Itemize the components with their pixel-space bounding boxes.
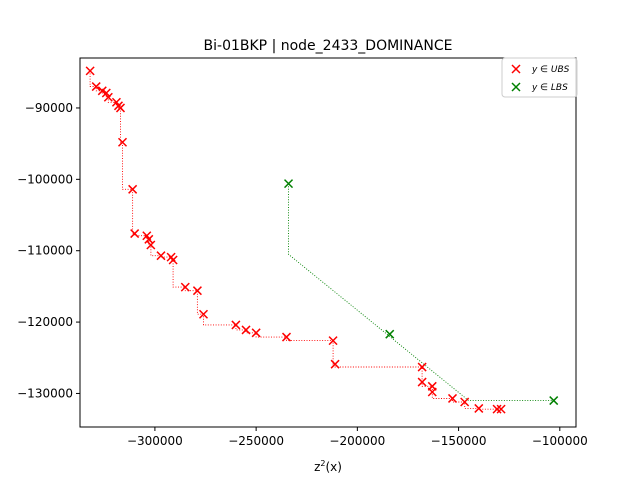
series-0-point-32	[474, 403, 484, 413]
series-0-point-31	[460, 397, 470, 407]
plot-area: −300000 −250000 −200000 −150000 −100000 −9000…	[17, 57, 588, 448]
series-0-point-16-stroke-b	[168, 255, 178, 265]
series-0-point-5-stroke-b	[111, 97, 121, 107]
series-0-point-4	[103, 92, 113, 102]
series-0-point-34	[496, 404, 506, 414]
series-0-point-13	[146, 240, 156, 250]
series-0-point-3-stroke-b	[101, 88, 111, 98]
x-tick-label: −150000	[431, 434, 487, 448]
series-0-point-30	[447, 393, 458, 403]
legend-marker-0-stroke-b	[511, 64, 521, 74]
series-0-point-29	[427, 387, 437, 397]
series-0-point-19-stroke-b	[198, 309, 209, 319]
series-0-point-24	[328, 336, 338, 346]
x-tick-label: −250000	[228, 434, 284, 448]
series-0-point-18	[192, 286, 202, 296]
axes-frame	[79, 57, 577, 428]
series-0-point-19	[198, 309, 209, 319]
series-0-point-16	[168, 255, 178, 265]
chart-title: Bi-01BKP | node_2433_DOMINANCE	[204, 38, 453, 54]
series-0-point-34-stroke-b	[496, 404, 506, 414]
y-tick-label: −130000	[17, 386, 73, 400]
series-0-point-10	[130, 229, 140, 239]
series-0-point-21	[241, 325, 251, 335]
series-0-point-22-stroke-b	[251, 328, 261, 338]
x-tick-label: −200000	[329, 434, 385, 448]
y-tick-label: −120000	[17, 315, 73, 329]
series-0-point-12-stroke-b	[144, 234, 154, 244]
series-0-point-29-stroke-b	[427, 387, 437, 397]
series-0-point-18-stroke-b	[192, 286, 202, 296]
x-tick-label: −100000	[532, 434, 588, 448]
series-0-point-33	[492, 404, 502, 414]
series-0-point-23-stroke-b	[281, 332, 292, 342]
series-0-point-26	[417, 362, 427, 372]
y-tick-label: −110000	[17, 244, 73, 258]
series-0-point-26-stroke-b	[417, 362, 427, 372]
legend-items: y ∈ UBS y ∈ LBS	[511, 64, 570, 93]
series-1-point-2-stroke-b	[549, 396, 559, 406]
series-0-point-25-stroke-b	[330, 359, 340, 369]
series-0-point-4-stroke-b	[103, 92, 113, 102]
series-0-point-24-stroke-b	[328, 336, 338, 346]
series-0-point-33-stroke-b	[492, 404, 502, 414]
series-0-point-2-stroke-b	[97, 86, 107, 96]
series-0-point-7	[115, 103, 126, 113]
series-0-point-8-stroke-b	[117, 137, 128, 147]
series-1-point-0	[283, 179, 294, 189]
series-0-point-20	[231, 320, 241, 330]
series-0-point-0	[85, 66, 95, 76]
series-0-point-10-stroke-b	[130, 229, 140, 239]
series-0-point-30-stroke-b	[447, 393, 458, 403]
series-1-point-0-stroke-b	[283, 179, 294, 189]
series-1-point-2	[549, 396, 559, 406]
y-tick-label: −100000	[17, 172, 73, 186]
series-0-point-9-stroke-b	[128, 184, 138, 194]
x-axis-label: z2(x)	[314, 459, 342, 474]
series-0-point-20-stroke-b	[231, 320, 241, 330]
series-0-point-23	[281, 332, 292, 342]
series-0-point-14	[156, 251, 166, 261]
series-0-point-1-stroke-b	[91, 82, 101, 92]
series-0-point-8	[117, 137, 128, 147]
series-0-point-25	[330, 359, 340, 369]
y-tick-label: −90000	[25, 101, 73, 115]
legend-marker-1-stroke-b	[511, 82, 521, 92]
x-tick-label: −300000	[127, 434, 183, 448]
legend-marker-0	[511, 64, 521, 74]
legend-marker-1	[511, 82, 521, 92]
series-0-point-27-stroke-b	[417, 377, 427, 387]
series-0-point-9	[128, 184, 138, 194]
series-0-point-12	[144, 234, 154, 244]
legend-frame	[501, 57, 578, 98]
series-1-point-1	[385, 329, 395, 339]
series-0-point-0-stroke-b	[85, 66, 95, 76]
series-0-line	[89, 70, 502, 410]
series-0-point-13-stroke-b	[146, 240, 156, 250]
series-0-point-1	[91, 82, 101, 92]
series-0-point-31-stroke-b	[460, 397, 470, 407]
series-0-point-17	[180, 282, 190, 292]
legend-label-1: y ∈ LBS	[531, 83, 568, 93]
legend-label-0: y ∈ UBS	[531, 65, 570, 75]
series-0-point-11-stroke-b	[142, 231, 152, 241]
series-0-point-32-stroke-b	[474, 403, 484, 413]
series-1-point-1-stroke-b	[385, 329, 395, 339]
series-0-point-17-stroke-b	[180, 282, 190, 292]
series-0-point-27	[417, 377, 427, 387]
series-0-point-7-stroke-b	[115, 103, 126, 113]
series-0-point-14-stroke-b	[156, 251, 166, 261]
legend: y ∈ UBS y ∈ LBS	[501, 57, 578, 98]
series-0-point-21-stroke-b	[241, 325, 251, 335]
series-0-point-22	[251, 328, 261, 338]
